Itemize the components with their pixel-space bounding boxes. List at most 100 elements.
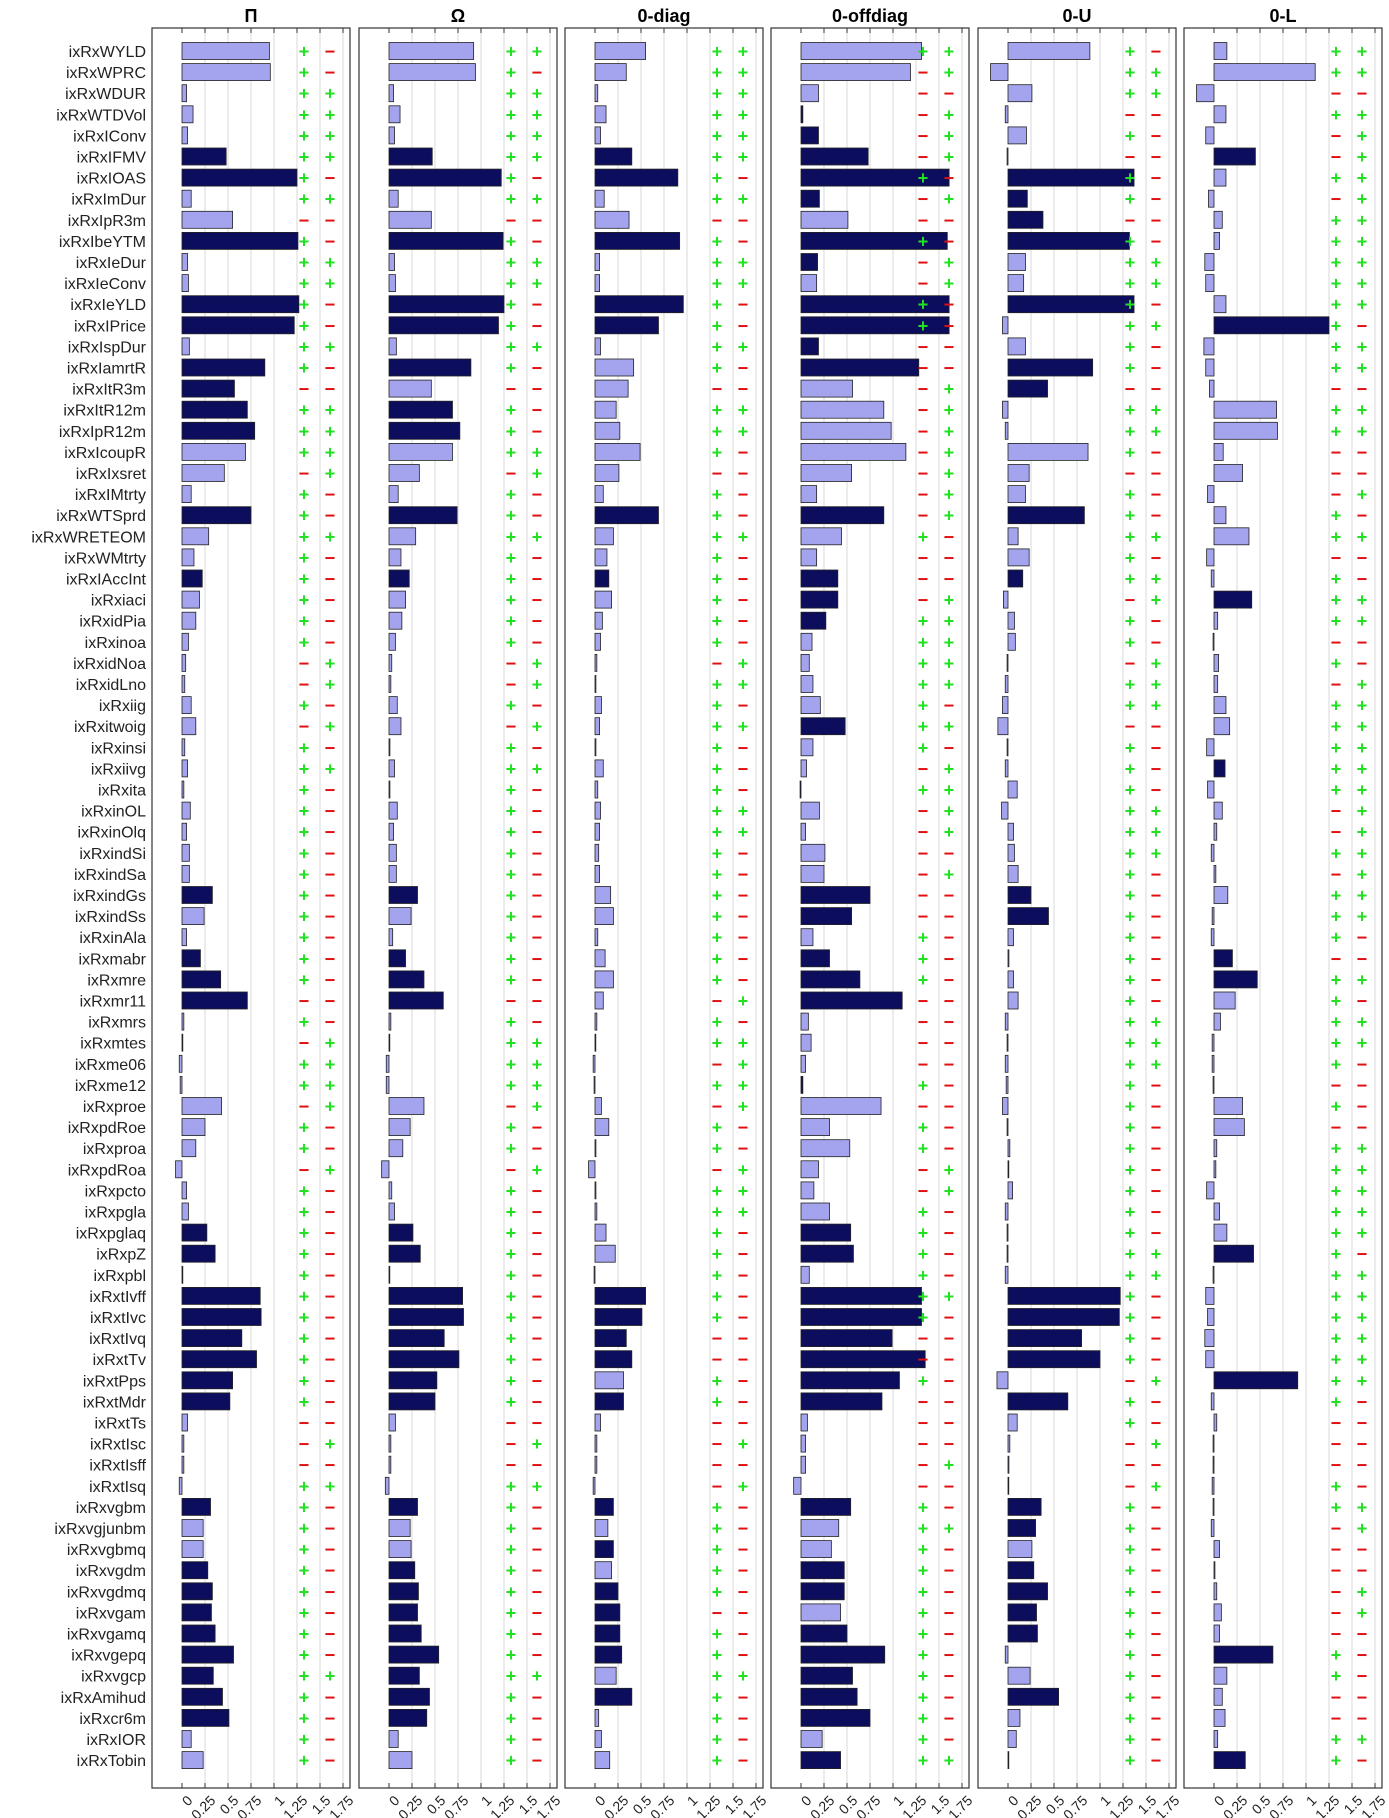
bar	[1007, 1709, 1021, 1727]
bar	[594, 1181, 597, 1200]
bar	[800, 1012, 809, 1031]
sign-marker: +	[918, 970, 928, 990]
sign-marker: −	[1151, 337, 1161, 357]
row-label: ixRxiig	[99, 698, 146, 715]
sign-marker: +	[712, 1013, 722, 1033]
sign-marker: +	[944, 1456, 954, 1476]
sign-marker: +	[1357, 1139, 1367, 1159]
sign-marker: +	[1331, 844, 1341, 864]
sign-marker: +	[712, 295, 722, 315]
bar	[388, 1012, 392, 1031]
bar	[1213, 316, 1330, 335]
sign-marker: +	[506, 316, 516, 336]
bar	[181, 1118, 206, 1136]
sign-marker: +	[1357, 295, 1367, 315]
sign-marker: +	[506, 1118, 516, 1138]
bar	[181, 464, 225, 482]
bar	[1007, 1392, 1069, 1411]
sign-marker: +	[506, 42, 516, 62]
sign-marker: −	[918, 1350, 928, 1370]
bar	[594, 1371, 624, 1390]
bar	[1213, 801, 1223, 820]
sign-marker: −	[532, 696, 542, 716]
bar	[996, 1371, 1009, 1390]
sign-marker: −	[532, 1266, 542, 1286]
sign-marker: −	[532, 1329, 542, 1349]
bar	[1006, 147, 1009, 166]
sign-marker: +	[299, 1181, 309, 1201]
sign-marker: +	[532, 1097, 542, 1117]
bar	[388, 274, 396, 293]
sign-marker: +	[299, 1139, 309, 1159]
bar	[594, 295, 684, 314]
sign-marker: +	[712, 232, 722, 252]
panel-title: 0-diag	[637, 6, 690, 26]
sign-marker: −	[1151, 992, 1161, 1012]
sign-marker: +	[1125, 1350, 1135, 1370]
sign-marker: +	[1125, 359, 1135, 379]
bar	[594, 231, 681, 250]
bar	[1007, 1350, 1101, 1369]
sign-marker: +	[299, 253, 309, 273]
sign-marker: +	[944, 717, 954, 737]
bar	[1213, 527, 1250, 546]
sign-marker: +	[506, 759, 516, 779]
bar	[181, 1244, 216, 1263]
bar	[1213, 42, 1228, 60]
sign-marker: +	[506, 274, 516, 294]
sign-marker: −	[738, 1540, 748, 1560]
sign-marker: −	[325, 1013, 335, 1033]
bar	[1213, 611, 1219, 630]
sign-marker: −	[918, 337, 928, 357]
sign-marker: +	[712, 359, 722, 379]
sign-marker: −	[532, 886, 542, 906]
sign-marker: +	[918, 675, 928, 695]
sign-marker: −	[944, 1055, 954, 1075]
sign-marker: +	[712, 63, 722, 83]
bar	[181, 1687, 223, 1706]
sign-marker: +	[506, 1076, 516, 1096]
sign-marker: +	[1357, 337, 1367, 357]
bar	[800, 949, 830, 968]
bar	[178, 1054, 183, 1073]
sign-marker: +	[918, 781, 928, 801]
bar	[800, 1582, 845, 1601]
bar	[800, 1709, 871, 1727]
bar	[800, 316, 950, 335]
sign-marker: +	[1357, 781, 1367, 801]
sign-marker: −	[506, 211, 516, 231]
sign-marker: −	[532, 1730, 542, 1750]
sign-marker: −	[1151, 1224, 1161, 1244]
sign-marker: −	[1151, 717, 1161, 737]
sign-marker: −	[532, 1350, 542, 1370]
sign-marker: +	[325, 274, 335, 294]
sign-marker: −	[1357, 992, 1367, 1012]
sign-marker: −	[738, 1709, 748, 1729]
bar	[1213, 1413, 1218, 1432]
sign-marker: −	[1125, 1435, 1135, 1455]
sign-marker: −	[1125, 105, 1135, 125]
sign-marker: −	[325, 1730, 335, 1750]
sign-marker: −	[1151, 464, 1161, 484]
bar	[592, 1054, 596, 1073]
sign-marker: −	[1357, 506, 1367, 526]
sign-marker: +	[712, 949, 722, 969]
sign-marker: +	[299, 1224, 309, 1244]
sign-marker: +	[712, 126, 722, 146]
bar	[388, 1455, 392, 1474]
sign-marker: +	[1125, 738, 1135, 758]
bar	[800, 84, 819, 103]
sign-marker: −	[738, 949, 748, 969]
bar	[388, 991, 444, 1010]
sign-marker: +	[506, 1371, 516, 1391]
sign-marker: −	[918, 1392, 928, 1412]
sign-marker: −	[299, 717, 309, 737]
sign-marker: +	[325, 759, 335, 779]
sign-marker: −	[1357, 654, 1367, 674]
bar	[1007, 843, 1015, 862]
sign-marker: −	[918, 570, 928, 590]
bar	[1213, 1603, 1222, 1622]
sign-marker: +	[918, 1139, 928, 1159]
sign-marker: +	[1331, 1477, 1341, 1497]
